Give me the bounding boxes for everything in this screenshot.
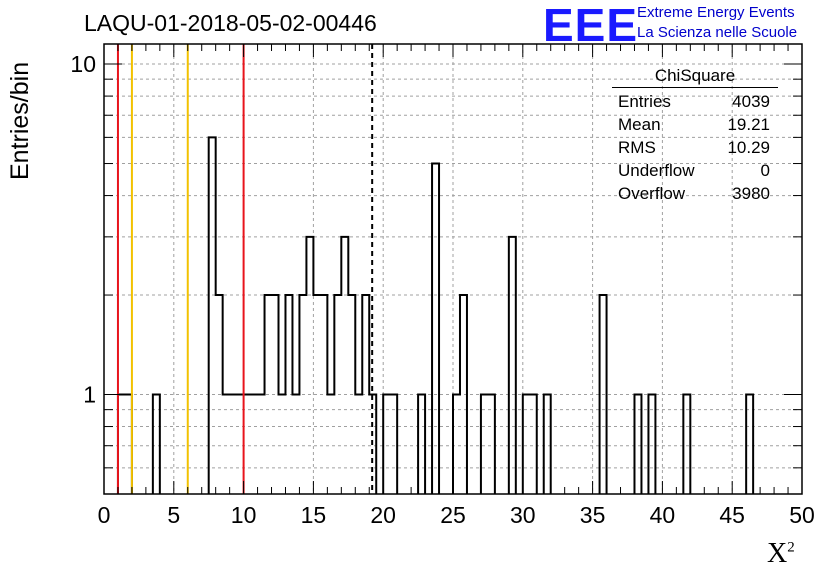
stats-label: Underflow: [618, 161, 695, 180]
stats-row-mean: Mean 19.21: [612, 113, 778, 136]
histogram-bin: [432, 164, 439, 494]
stats-value: 0: [760, 161, 770, 180]
logo-caption-line2: La Scienza nelle Scuole: [637, 24, 798, 41]
stats-label: Mean: [618, 115, 661, 134]
histogram-bin: [341, 237, 348, 494]
stats-box: ChiSquare Entries 4039 Mean 19.21 RMS 10…: [612, 66, 778, 205]
x-tick-label: 20: [370, 502, 396, 528]
x-tick-label: 5: [167, 502, 180, 528]
stats-label: RMS: [618, 138, 656, 157]
x-tick-label: 0: [98, 502, 111, 528]
stats-label: Overflow: [618, 184, 686, 203]
histogram-outline: [116, 136, 755, 494]
eee-logo: EEE: [543, 0, 639, 51]
x-tick-label: 10: [231, 502, 257, 528]
x-tick-label: 25: [440, 502, 466, 528]
x-tick-label: 30: [510, 502, 536, 528]
run-title: LAQU-01-2018-05-02-00446: [84, 10, 377, 36]
x-tick-label: 40: [650, 502, 676, 528]
x-axis-label: X2: [767, 538, 795, 569]
x-tick-label: 45: [719, 502, 745, 528]
stats-label: Entries: [618, 92, 671, 111]
y-tick-label: 1: [83, 382, 96, 408]
eee-logo-caption: Extreme Energy Events La Scienza nelle S…: [637, 3, 797, 43]
logo-caption-line1: Extreme Energy Events: [637, 4, 795, 21]
stats-value: 10.29: [727, 138, 770, 157]
stats-value: 4039: [732, 92, 770, 111]
x-tick-label: 15: [301, 502, 327, 528]
y-axis-label: Entries/bin: [6, 61, 34, 180]
stats-row-underflow: Underflow 0: [612, 159, 778, 182]
y-tick-label: 10: [70, 51, 96, 77]
stats-row-rms: RMS 10.29: [612, 136, 778, 159]
histogram-bin: [306, 237, 313, 494]
stats-row-overflow: Overflow 3980: [612, 182, 778, 205]
histogram-bin: [209, 137, 216, 494]
x-tick-label: 50: [789, 502, 815, 528]
stats-row-entries: Entries 4039: [612, 90, 778, 113]
x-tick-label: 35: [580, 502, 606, 528]
stats-value: 19.21: [727, 115, 770, 134]
histogram-bin: [383, 395, 397, 494]
stats-box-title: ChiSquare: [612, 66, 778, 88]
histogram-bin: [509, 237, 516, 494]
stats-value: 3980: [732, 184, 770, 203]
